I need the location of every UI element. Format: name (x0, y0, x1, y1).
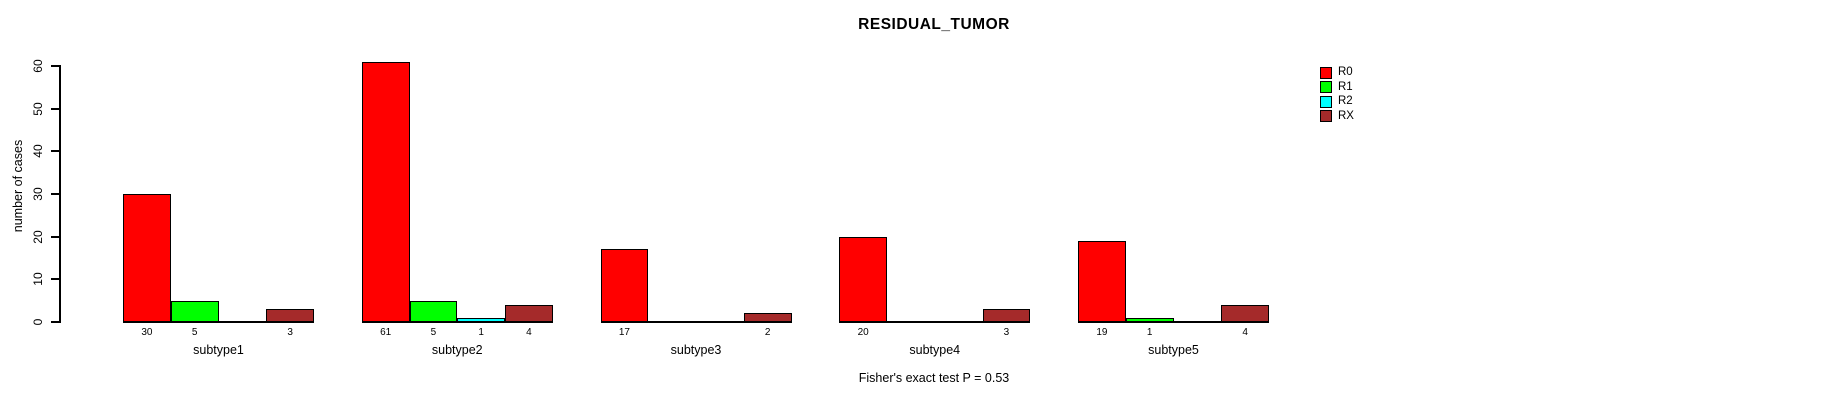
y-tick-mark (51, 150, 60, 153)
bar-subtype5-R1 (1125, 317, 1174, 322)
bar-subtype4-R0 (839, 236, 887, 322)
legend-item-RX: RX (1320, 110, 1354, 123)
y-tick-label: 40 (31, 144, 45, 159)
bar-subtype3-R0 (600, 249, 649, 322)
bar-subtype1-RX (266, 309, 314, 322)
legend-swatch-R0 (1320, 66, 1332, 79)
legend-label-R2: R2 (1338, 95, 1353, 107)
bar-subtype2-R2 (457, 317, 505, 322)
category-label-subtype5: subtype5 (1148, 343, 1199, 357)
legend-label-R1: R1 (1338, 80, 1353, 93)
bar-value-subtype5-RX: 4 (1242, 327, 1248, 338)
bar-value-subtype3-RX: 2 (764, 327, 771, 338)
bar-subtype1-R1 (170, 300, 219, 322)
bar-value-subtype2-R1: 5 (430, 327, 437, 338)
bar-value-subtype2-RX: 4 (526, 327, 532, 338)
y-tick-label: 10 (31, 272, 45, 287)
category-label-subtype1: subtype1 (193, 343, 244, 357)
group-baseline (600, 321, 792, 323)
legend-label-R0: R0 (1338, 66, 1353, 78)
y-tick-mark (51, 193, 60, 195)
legend-item-R1: R1 (1320, 81, 1354, 94)
y-tick-mark (51, 278, 60, 281)
legend-item-R2: R2 (1320, 95, 1354, 108)
legend-swatch-R1 (1320, 81, 1332, 93)
legend-swatch-RX (1320, 110, 1332, 122)
y-tick-label: 20 (31, 229, 45, 244)
bar-value-subtype4-RX: 3 (1003, 327, 1010, 338)
y-tick-label: 50 (31, 101, 45, 116)
legend-item-R0: R0 (1320, 66, 1354, 79)
bar-value-subtype3-R0: 17 (618, 327, 630, 338)
y-tick-mark (51, 107, 60, 110)
bar-value-subtype1-R1: 5 (191, 327, 198, 338)
y-axis-label: number of cases (11, 139, 25, 233)
bar-value-subtype2-R2: 1 (478, 327, 484, 338)
bar-subtype4-RX (982, 309, 1031, 322)
legend-label-RX: RX (1338, 109, 1354, 122)
bar-subtype2-RX (505, 304, 553, 322)
bar-subtype5-RX (1221, 304, 1269, 322)
bar-subtype1-R0 (123, 194, 171, 322)
group-baseline (839, 321, 1031, 323)
y-tick-mark (51, 321, 60, 323)
fisher-test-footnote: Fisher's exact test P = 0.53 (858, 371, 1010, 385)
group-baseline (123, 321, 314, 323)
chart-title: RESIDUAL_TUMOR (858, 16, 1010, 33)
group-baseline (361, 321, 553, 323)
bar-value-subtype4-R0: 20 (857, 327, 869, 338)
bar-subtype3-RX (743, 313, 792, 322)
bar-subtype2-R0 (361, 61, 410, 322)
category-label-subtype4: subtype4 (909, 343, 961, 357)
bar-subtype2-R1 (409, 300, 458, 322)
bar-value-subtype5-R0: 19 (1096, 327, 1108, 338)
bar-value-subtype2-R0: 61 (380, 327, 392, 338)
y-tick-mark (51, 65, 60, 67)
y-tick-label: 0 (31, 318, 45, 326)
bar-value-subtype1-R0: 30 (141, 327, 153, 338)
legend: R0 R1 R2 RX (1320, 66, 1354, 124)
category-label-subtype2: subtype2 (431, 343, 483, 357)
group-baseline (1078, 321, 1269, 323)
bar-value-subtype5-R1: 1 (1146, 327, 1153, 338)
y-tick-label: 60 (31, 59, 45, 73)
bar-subtype5-R0 (1078, 240, 1126, 322)
y-tick-label: 30 (31, 187, 45, 201)
category-label-subtype3: subtype3 (670, 343, 722, 357)
legend-swatch-R2 (1320, 95, 1332, 108)
bar-value-subtype1-RX: 3 (287, 327, 293, 338)
y-tick-mark (51, 235, 60, 238)
